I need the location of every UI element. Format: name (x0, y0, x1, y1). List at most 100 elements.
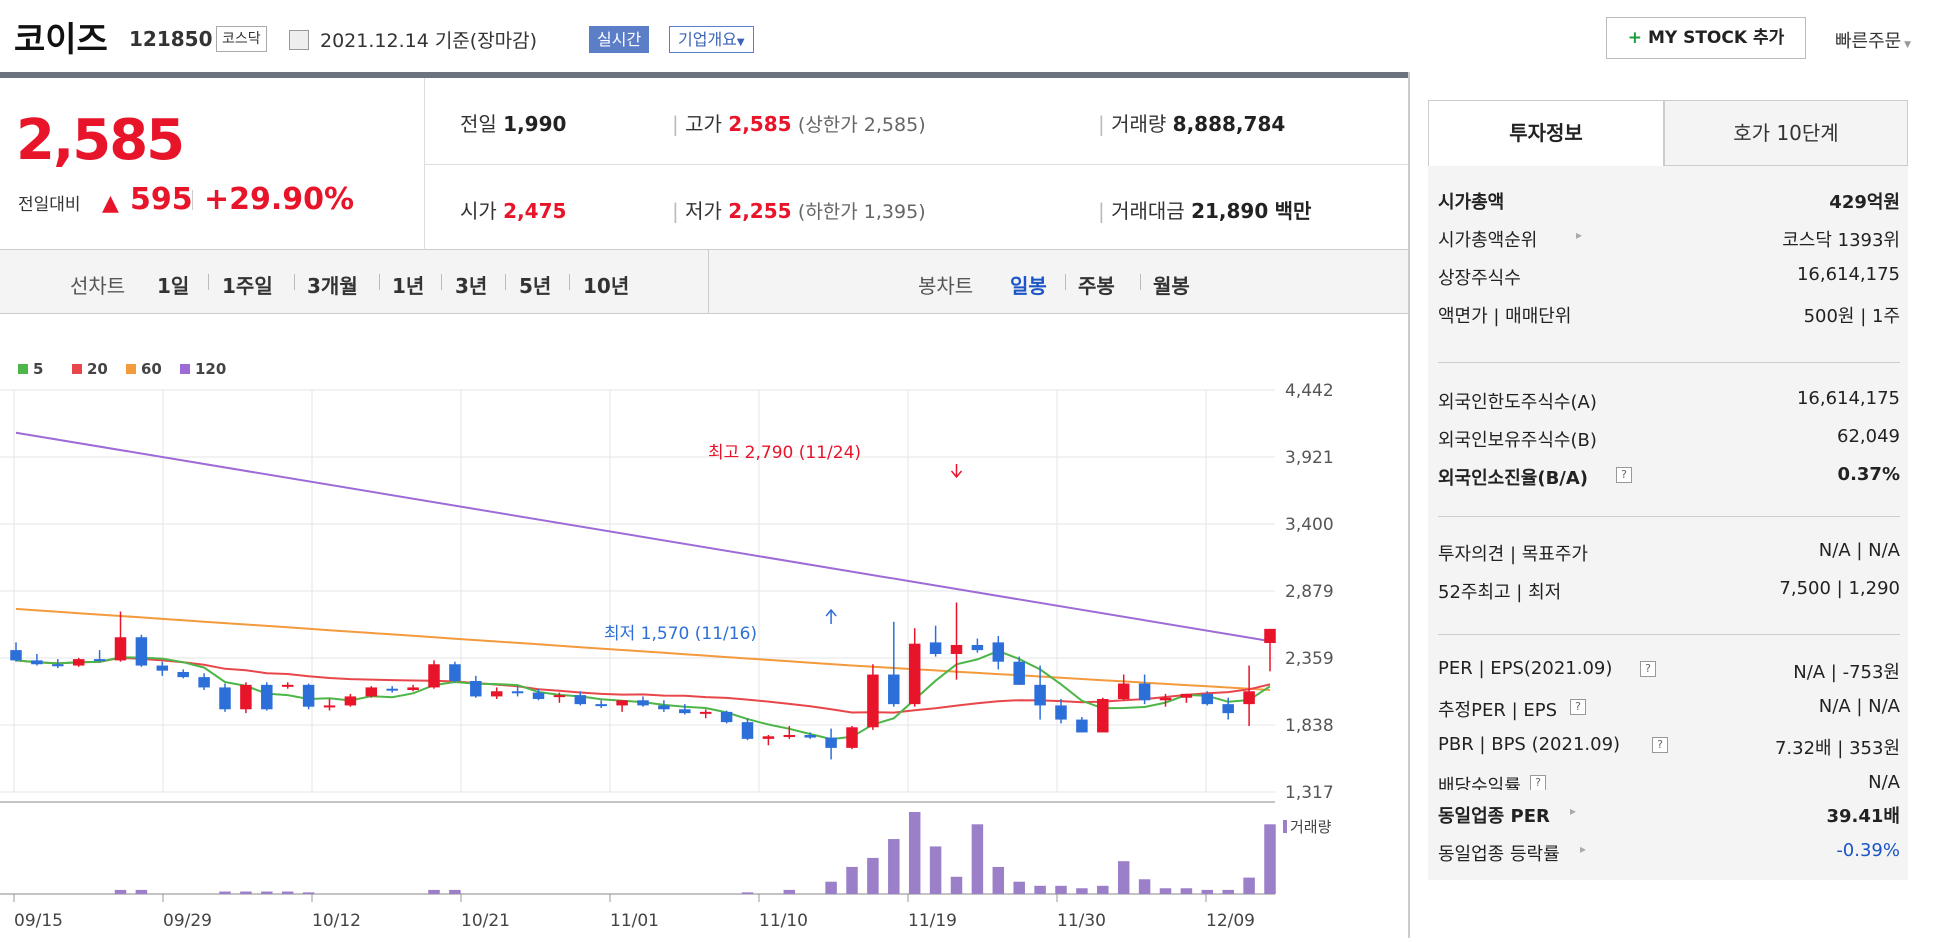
overview-label: 기업개요 (678, 30, 737, 49)
help-icon[interactable]: ? (1652, 737, 1668, 753)
candle-body (888, 674, 900, 705)
realtime-button[interactable]: 실시간 (589, 26, 650, 53)
volume-bar (1264, 824, 1276, 894)
ma120-line (15, 431, 1271, 643)
candle-body (10, 650, 22, 661)
period-toolbar: 선차트 1일 1주일 3개월 1년 3년 5년 10년 봉차트 일봉 주봉 월봉 (0, 250, 1408, 314)
candle-body (574, 695, 587, 705)
x-tick-label: 09/15 (14, 911, 63, 931)
volume-bar (741, 892, 754, 894)
volume-bar (1159, 888, 1172, 894)
info-key: 외국인소진율(B/A) (1438, 468, 1589, 489)
amount-value: 21,890 (1191, 199, 1269, 223)
info-key: 시가총액순위 (1438, 230, 1538, 251)
candle-monthly[interactable]: 월봉 (1153, 274, 1190, 298)
volume-bar (1013, 881, 1025, 894)
info-key: 상장주식수 (1438, 268, 1521, 289)
period-3m[interactable]: 3개월 (307, 274, 358, 298)
tab-orderbook[interactable]: 호가 10단계 (1664, 100, 1908, 166)
candle-body (532, 692, 545, 699)
period-1y[interactable]: 1년 (392, 274, 425, 298)
company-overview-dropdown[interactable]: 기업개요▼ (669, 26, 754, 53)
period-5y[interactable]: 5년 (519, 274, 552, 298)
help-icon[interactable]: ? (1640, 661, 1656, 677)
candle-body (762, 736, 775, 739)
tab-investment-info[interactable]: 투자정보 (1428, 100, 1664, 166)
market-badge: 코스닥 (216, 26, 267, 52)
up-arrow-icon: ▲ (102, 191, 119, 216)
info-key: 외국인보유주식수(B) (1438, 430, 1597, 451)
candle-body (240, 684, 252, 710)
info-value: 39.41배 (1826, 806, 1901, 827)
volume-bar (825, 881, 837, 894)
candle-body (616, 700, 628, 706)
amount-label: 거래대금 (1111, 199, 1185, 223)
info-key: 시가총액 (1438, 192, 1505, 213)
help-icon[interactable]: ? (1570, 699, 1586, 715)
period-1w[interactable]: 1주일 (222, 274, 273, 298)
candle-daily[interactable]: 일봉 (1010, 274, 1047, 298)
candle-body (720, 711, 733, 723)
add-my-stock-button[interactable]: + MY STOCK 추가 (1606, 17, 1806, 59)
candle-body (177, 671, 189, 678)
info-value: 500원 | 1주 (1803, 306, 1900, 327)
candle-body (846, 727, 858, 748)
volume-bar (1055, 885, 1067, 894)
candle-body (971, 644, 984, 651)
divider (294, 274, 295, 290)
legend-swatch (180, 364, 190, 374)
low-annotation: 최저 1,570 (11/16) (604, 624, 757, 644)
candle-body (741, 722, 754, 739)
volume-label: 거래량 (1290, 818, 1332, 836)
candle-body (93, 659, 106, 662)
candle-body (1243, 691, 1255, 705)
calendar-icon (289, 30, 309, 50)
current-price: 2,585 (16, 108, 185, 173)
candle-body (637, 700, 649, 706)
help-icon[interactable]: ? (1530, 775, 1546, 791)
prev-label: 전일 (460, 112, 497, 136)
header-divider (0, 72, 1408, 78)
period-10y[interactable]: 10년 (583, 274, 630, 298)
volume-bar (929, 846, 942, 894)
compare-label: 전일대비 (18, 195, 81, 215)
volume-bar (114, 889, 127, 894)
info-value: -0.39% (1836, 840, 1900, 861)
x-tick-label: 11/10 (759, 911, 808, 931)
line-chart-label: 선차트 (70, 274, 126, 298)
quick-order-label: 빠른주문 (1835, 31, 1902, 52)
trade-amount: | 거래대금 21,890 백만 (1098, 199, 1312, 223)
candle-body (198, 677, 210, 688)
candle-body (386, 688, 398, 691)
info-key: 동일업종 PER (1438, 806, 1550, 827)
prev-close: 전일 1,990 (460, 108, 566, 137)
candle-body (1034, 684, 1046, 706)
candle-body (490, 691, 503, 697)
candle-body (1097, 698, 1109, 733)
candle-body (908, 643, 921, 705)
info-key: 투자의견 | 목표주가 (1438, 544, 1588, 565)
period-3y[interactable]: 3년 (455, 274, 488, 298)
high-value: 2,585 (728, 112, 792, 136)
help-icon[interactable]: ? (1616, 467, 1632, 483)
lower-limit: (하한가 1,395) (797, 201, 926, 223)
volume-bar (950, 876, 963, 894)
high-arrow-icon (950, 464, 963, 479)
candle-body (219, 687, 231, 710)
candle-body (1201, 693, 1214, 705)
candle-body (449, 664, 461, 681)
info-value: 7.32배 | 353원 (1774, 738, 1900, 759)
x-tick-label: 11/01 (610, 911, 659, 931)
period-1d[interactable]: 1일 (157, 274, 190, 298)
quick-order-dropdown[interactable]: 빠른주문 ▼ (1835, 27, 1911, 53)
candle-weekly[interactable]: 주봉 (1078, 274, 1115, 298)
divider (1438, 362, 1900, 363)
candle-body (1222, 704, 1234, 714)
volume-bar (1201, 889, 1214, 894)
candle-body (114, 637, 127, 661)
legend-swatch (18, 364, 28, 374)
price-summary: 2,585 전일대비 ▲ 595 +29.90% 전일 1,990 | 고가 2… (0, 78, 1408, 250)
divider (1065, 274, 1066, 290)
divider (1438, 516, 1900, 517)
row-divider (425, 164, 1408, 165)
